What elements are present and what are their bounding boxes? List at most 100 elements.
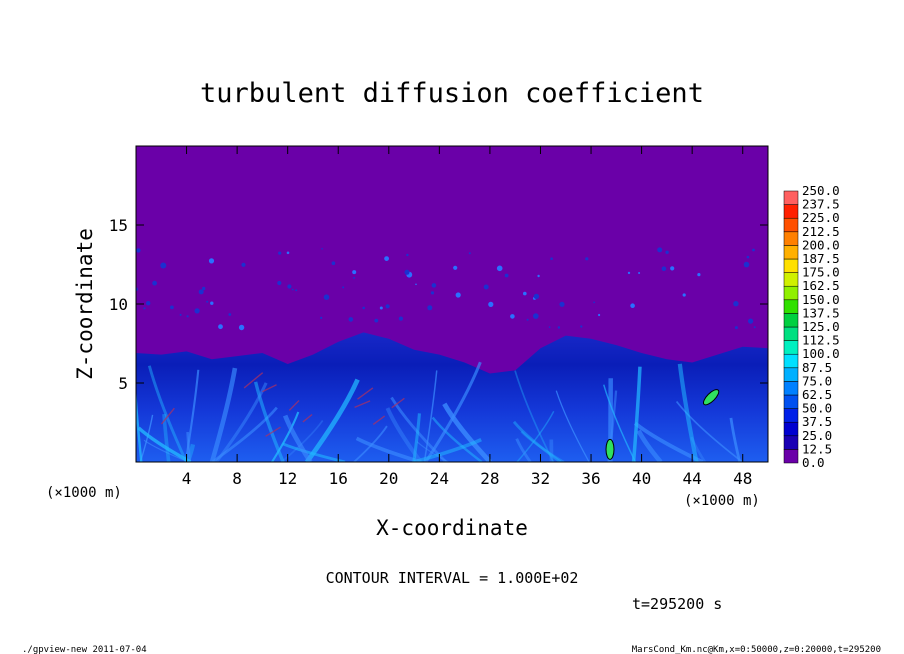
x-axis-label: X-coordinate	[376, 516, 528, 540]
x-tick-label: 16	[329, 469, 348, 488]
plume-streak	[675, 400, 743, 462]
eddy-blob	[406, 253, 409, 257]
y-axis: 5 10 15	[109, 216, 768, 393]
plume-streak	[147, 365, 188, 462]
x-tick-label: 48	[733, 469, 752, 488]
contour-interval: CONTOUR INTERVAL = 1.000E+02	[326, 569, 579, 587]
high-value-region	[605, 438, 615, 460]
x-tick-label: 44	[683, 469, 702, 488]
eddy-blob	[379, 306, 383, 310]
high-value-region	[703, 389, 720, 406]
colorbar-label: 0.0	[802, 455, 825, 470]
plume-streak	[282, 414, 313, 462]
plume-streak	[442, 402, 492, 462]
colorbar-swatch	[783, 217, 799, 233]
colorbar-label: 100.0	[802, 346, 840, 361]
convective-plumes	[136, 361, 743, 462]
eddy-blob	[278, 251, 282, 255]
colorbar-label: 125.0	[802, 319, 840, 334]
colorbar-label: 75.0	[802, 373, 832, 388]
eddy-blob	[291, 288, 294, 291]
eddy-blob	[746, 255, 750, 259]
colorbar-swatch	[783, 258, 799, 273]
colorbar-swatch	[783, 285, 799, 301]
eddy-blob	[186, 315, 189, 318]
plume-streak	[162, 414, 171, 462]
plume-streak	[424, 361, 482, 462]
eddy-blob	[427, 305, 433, 311]
eddy-blob	[287, 284, 292, 289]
eddy-blob	[415, 283, 417, 286]
plume-streak	[603, 384, 637, 462]
colorbar-swatch	[783, 190, 799, 205]
eddy-blob	[748, 318, 754, 324]
colorbar-swatch	[783, 313, 799, 328]
colorbar-swatch	[783, 394, 799, 409]
plume-streak	[385, 407, 423, 462]
plume-streak	[281, 419, 324, 462]
eddy-blob	[627, 271, 631, 275]
x-tick-label: 20	[379, 469, 398, 488]
eddy-blob	[453, 265, 458, 270]
eddy-blob	[228, 313, 232, 316]
colorbar-label: 200.0	[802, 237, 840, 252]
eddy-blob	[734, 326, 738, 330]
eddy-blob	[202, 286, 206, 291]
eddy-blob	[657, 247, 663, 253]
y-tick-label: 5	[118, 374, 128, 393]
plume-streak	[353, 425, 388, 462]
colorbar-swatch	[783, 408, 799, 423]
eddy-blob	[404, 269, 410, 275]
eddy-blob	[548, 326, 551, 328]
plume-streak	[423, 370, 438, 462]
time-label: t=295200 s	[632, 595, 722, 613]
eddy-blob	[348, 317, 354, 322]
colorbar-label: 137.5	[802, 305, 840, 320]
plume-streak	[209, 367, 238, 462]
colorbar-swatch	[783, 353, 799, 369]
colorbar-swatch	[783, 245, 799, 260]
eddy-blob	[160, 262, 167, 269]
footer-left: ./gpview-new 2011-07-04	[22, 645, 147, 654]
plume-streak	[282, 442, 346, 462]
x-tick-label: 4	[182, 469, 192, 488]
colorbar-label: 150.0	[802, 292, 840, 307]
eddy-blob	[374, 318, 379, 323]
eddy-blob	[198, 289, 204, 295]
plot-area	[135, 145, 769, 463]
colorbar-label: 50.0	[802, 401, 832, 416]
eddy-blob	[559, 301, 565, 307]
colorbar-label: 37.5	[802, 414, 832, 429]
y-tick-label: 10	[109, 295, 128, 314]
eddy-blob	[210, 301, 214, 305]
eddy-blob	[218, 324, 223, 330]
x-tick-label: 32	[531, 469, 550, 488]
eddy-blob	[580, 325, 583, 328]
eddy-blob	[550, 257, 553, 261]
colorbar-swatch	[783, 326, 799, 341]
plume-streak	[413, 438, 482, 462]
eddy-blob	[170, 305, 174, 310]
eddy-blob	[384, 256, 389, 261]
plume-streak	[512, 420, 562, 462]
eddy-blob	[331, 261, 336, 266]
low-value-streak	[354, 400, 371, 409]
eddy-blob	[398, 316, 403, 321]
eddy-blob	[238, 324, 245, 331]
x-tick-label: 12	[278, 469, 297, 488]
eddy-blob	[353, 276, 356, 279]
x-tick-label: 40	[632, 469, 651, 488]
plume-streak	[636, 429, 663, 462]
plume-streak	[516, 410, 555, 462]
low-value-streak	[302, 413, 313, 423]
plume-streak	[514, 370, 555, 462]
colorbar-swatch	[783, 435, 799, 450]
eddy-blob	[585, 257, 589, 261]
y-tick-label: 15	[109, 216, 128, 235]
eddy-blob	[743, 261, 750, 268]
low-value-streak	[357, 387, 374, 400]
eddy-blob	[136, 248, 141, 253]
eddy-blob	[152, 280, 158, 286]
colorbar-label: 212.5	[802, 224, 840, 239]
